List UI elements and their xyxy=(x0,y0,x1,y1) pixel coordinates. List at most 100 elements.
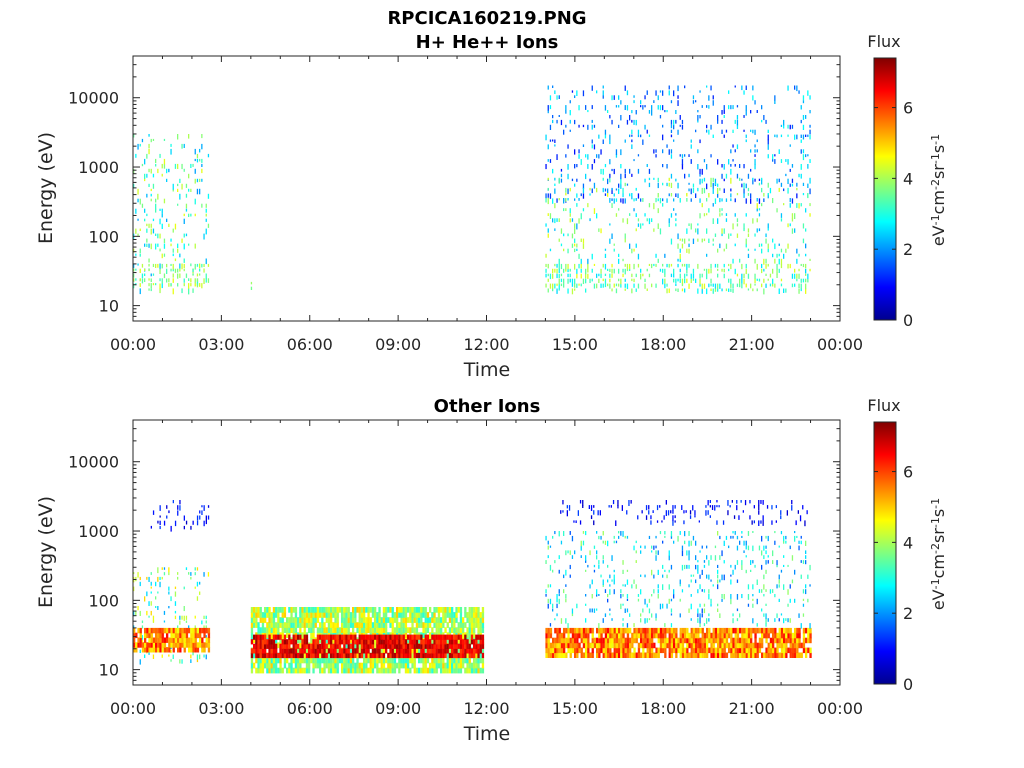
flux-cell xyxy=(629,268,631,271)
flux-cell xyxy=(170,263,172,266)
flux-cell xyxy=(697,589,699,594)
flux-cell xyxy=(758,198,761,204)
flux-cell xyxy=(668,584,670,590)
flux-cell xyxy=(567,632,570,639)
flux-cell xyxy=(758,510,760,515)
flux-cell xyxy=(802,642,806,649)
flux-cell xyxy=(783,535,785,542)
flux-cell xyxy=(442,607,445,613)
flux-cell xyxy=(426,643,430,649)
x-tick-label: 21:00 xyxy=(729,699,775,718)
flux-cell xyxy=(791,183,794,187)
flux-cell xyxy=(352,622,355,628)
flux-cell xyxy=(422,632,425,638)
flux-cell xyxy=(585,603,587,606)
flux-cell xyxy=(637,594,640,597)
flux-cell xyxy=(196,627,200,634)
flux-cell xyxy=(802,603,805,607)
flux-cell xyxy=(578,283,580,286)
flux-cell xyxy=(376,652,379,659)
flux-cell xyxy=(199,283,201,287)
flux-cell xyxy=(343,627,346,633)
flux-cell xyxy=(279,657,282,664)
flux-cell xyxy=(279,667,282,674)
flux-cell xyxy=(442,652,445,659)
flux-cell xyxy=(255,667,258,674)
flux-cell xyxy=(621,505,623,511)
flux-cell xyxy=(651,642,654,649)
flux-cell xyxy=(569,574,571,578)
flux-cell xyxy=(706,228,708,234)
flux-cell xyxy=(805,243,807,249)
flux-cell xyxy=(730,263,732,270)
flux-cell xyxy=(653,574,655,579)
flux-cell xyxy=(431,643,434,649)
flux-cell xyxy=(199,273,201,276)
flux-cell xyxy=(152,283,155,286)
flux-cell xyxy=(453,639,456,645)
flux-cell xyxy=(719,535,721,540)
flux-cell xyxy=(433,662,436,669)
flux-cell xyxy=(556,95,558,100)
flux-cell xyxy=(398,652,401,659)
flux-cell xyxy=(699,173,701,177)
flux-cell xyxy=(613,268,615,274)
flux-cell xyxy=(398,634,401,640)
flux-cell xyxy=(598,632,601,639)
flux-cell xyxy=(330,612,333,618)
flux-cell xyxy=(477,662,480,669)
flux-cell xyxy=(662,263,664,267)
flux-cell xyxy=(620,283,622,288)
flux-cell xyxy=(150,273,152,277)
flux-cell xyxy=(205,515,207,522)
flux-cell xyxy=(686,627,689,634)
flux-cell xyxy=(255,657,258,664)
flux-cell xyxy=(794,134,796,140)
flux-cell xyxy=(444,617,447,623)
flux-cell xyxy=(279,607,282,613)
flux-cell xyxy=(611,618,613,621)
flux-cell xyxy=(477,637,480,644)
flux-cell xyxy=(710,177,712,184)
flux-cell xyxy=(609,173,611,180)
flux-cell xyxy=(580,555,582,558)
flux-cell xyxy=(686,637,689,644)
flux-cell xyxy=(481,607,485,613)
flux-cell xyxy=(188,642,191,648)
flux-cell xyxy=(754,652,757,658)
flux-cell xyxy=(626,105,629,111)
flux-cell xyxy=(655,555,657,561)
x-tick-label: 00:00 xyxy=(110,699,156,718)
flux-cell xyxy=(706,637,709,644)
flux-cell xyxy=(558,288,560,291)
flux-cell xyxy=(431,612,434,618)
x-tick-label: 09:00 xyxy=(375,699,421,718)
flux-cell xyxy=(574,228,576,234)
flux-cell xyxy=(455,667,458,674)
flux-cell xyxy=(582,144,585,147)
flux-cell xyxy=(268,607,271,613)
flux-cell xyxy=(552,268,554,274)
flux-cell xyxy=(294,607,298,613)
flux-cell xyxy=(141,639,144,643)
flux-cell xyxy=(420,622,423,628)
flux-cell xyxy=(312,627,315,633)
flux-cell xyxy=(308,612,311,618)
flux-cell xyxy=(664,647,667,654)
flux-cell xyxy=(345,639,348,645)
flux-cell xyxy=(133,632,136,639)
flux-cell xyxy=(589,550,591,556)
flux-cell xyxy=(475,639,478,645)
flux-cell xyxy=(780,531,783,535)
flux-cell xyxy=(681,164,684,170)
flux-cell xyxy=(139,642,142,648)
flux-cell xyxy=(462,622,465,628)
flux-cell xyxy=(321,657,324,664)
flux-cell xyxy=(446,637,449,644)
flux-cell xyxy=(646,129,648,134)
flux-cell xyxy=(673,642,676,649)
flux-cell xyxy=(567,273,569,278)
flux-cell xyxy=(135,253,137,256)
flux-cell xyxy=(139,627,142,634)
flux-cell xyxy=(778,652,781,658)
